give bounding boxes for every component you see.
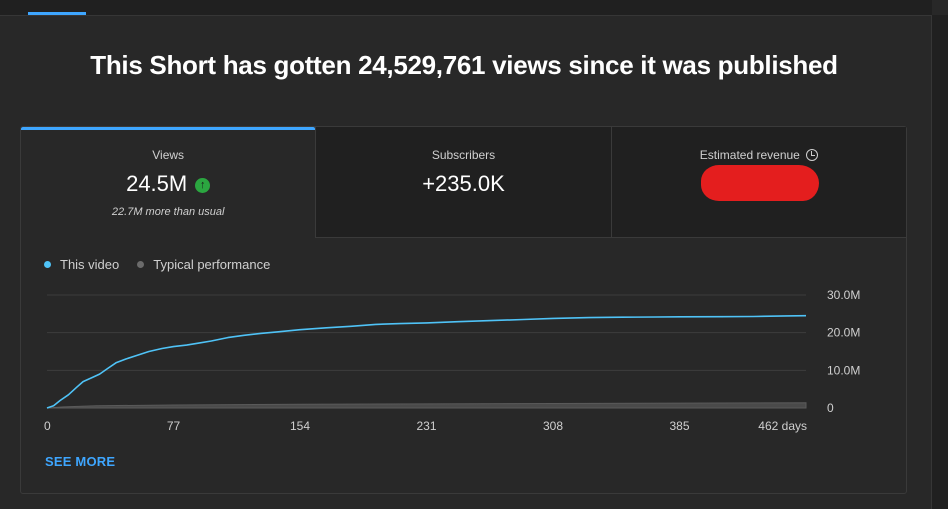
top-tab-strip: [0, 0, 932, 16]
legend-item-this-video: This video: [44, 257, 119, 272]
selected-tab-indicator: [28, 12, 86, 15]
chart-legend: This video Typical performance: [44, 257, 288, 272]
y-tick-label: 30.0M: [827, 288, 860, 302]
x-tick-label: 308: [543, 419, 563, 433]
y-tick-label: 20.0M: [827, 326, 860, 340]
legend-label-this-video: This video: [60, 257, 120, 272]
subscribers-value: +235.0K: [422, 171, 505, 196]
see-more-link[interactable]: SEE MORE: [45, 454, 116, 469]
legend-label-typical: Typical performance: [153, 257, 271, 272]
views-value-row: 24.5M ↑: [21, 171, 315, 197]
series-this-video: [46, 314, 807, 409]
right-scroll-area: [931, 15, 948, 509]
legend-item-typical: Typical performance: [137, 257, 270, 272]
page-title: This Short has gotten 24,529,761 views s…: [90, 50, 838, 80]
x-tick-label: 154: [290, 419, 310, 433]
x-tick-label: 77: [167, 419, 181, 433]
views-comparison: 22.7M more than usual: [111, 206, 225, 218]
y-tick-label: 0: [827, 401, 834, 415]
x-tick-label: 0: [44, 419, 51, 433]
tab-views[interactable]: Views 24.5M ↑ 22.7M more than usual: [21, 127, 316, 238]
analytics-card: Views 24.5M ↑ 22.7M more than usual Subsc…: [20, 126, 907, 494]
subscribers-label: Subscribers: [431, 148, 496, 162]
series-typical-performance: [46, 402, 807, 409]
x-tick-label: 231: [416, 419, 436, 433]
y-tick-label: 10.0M: [827, 363, 860, 377]
views-line-chart: 0 10.0M 20.0M 30.0M 0 77 154 231 308 385 462 days: [44, 288, 860, 433]
clock-icon[interactable]: [805, 149, 818, 161]
redacted-revenue-value: [701, 165, 819, 201]
revenue-label: Estimated revenue: [699, 148, 800, 162]
arrow-up-icon: ↑: [195, 178, 211, 193]
legend-dot-this-video: [44, 261, 51, 268]
x-tick-label: 462 days: [758, 419, 807, 433]
views-value: 24.5M: [126, 171, 188, 196]
views-label: Views: [152, 148, 185, 162]
tab-subscribers[interactable]: Subscribers +235.0K: [315, 127, 611, 238]
x-tick-label: 385: [669, 419, 689, 433]
revenue-label-row: Estimated revenue: [612, 148, 906, 162]
legend-dot-typical: [137, 261, 145, 268]
